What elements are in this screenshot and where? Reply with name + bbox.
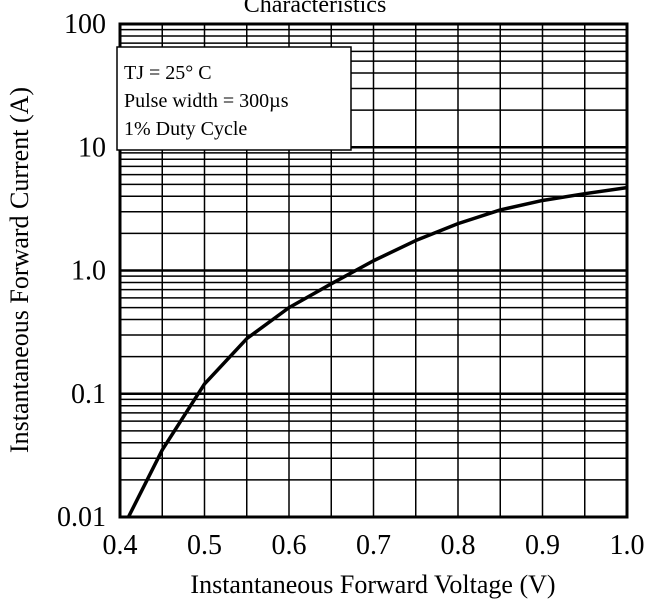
y-tick-label: 10 [78,132,106,163]
x-tick-label: 0.5 [187,530,222,561]
curve-layer [126,185,628,518]
y-tick-label: 100 [64,9,106,40]
legend-box: TJ = 25° C Pulse width = 300µs 1% Duty C… [116,46,352,151]
x-tick-label: 0.4 [103,530,138,561]
y-axis-title: Instantaneous Forward Current (A) [5,87,34,453]
plot-frame [118,22,629,519]
y-tick-label: 0.01 [57,502,106,533]
legend-background [116,46,352,151]
x-tick-label: 0.6 [272,530,307,561]
y-tick-label: 1.0 [71,256,106,287]
chart-title: Characteristics [244,0,387,18]
x-tick-labels: 0.4 0.5 0.6 0.7 0.8 0.9 1.0 [103,530,645,561]
grid [120,24,627,517]
legend-item-temperature: TJ = 25° C [124,62,212,84]
series-line [126,185,628,518]
y-tick-label: 0.1 [71,379,106,410]
legend-item-pulse-width: Pulse width = 300µs [124,90,289,112]
x-tick-label: 0.7 [356,530,391,561]
y-tick-labels: 0.01 0.1 1.0 10 100 [57,9,106,533]
x-tick-label: 1.0 [610,530,645,561]
x-tick-label: 0.8 [441,530,476,561]
x-tick-label: 0.9 [525,530,560,561]
x-axis-title: Instantaneous Forward Voltage (V) [190,570,555,599]
legend-item-duty-cycle: 1% Duty Cycle [124,118,247,140]
